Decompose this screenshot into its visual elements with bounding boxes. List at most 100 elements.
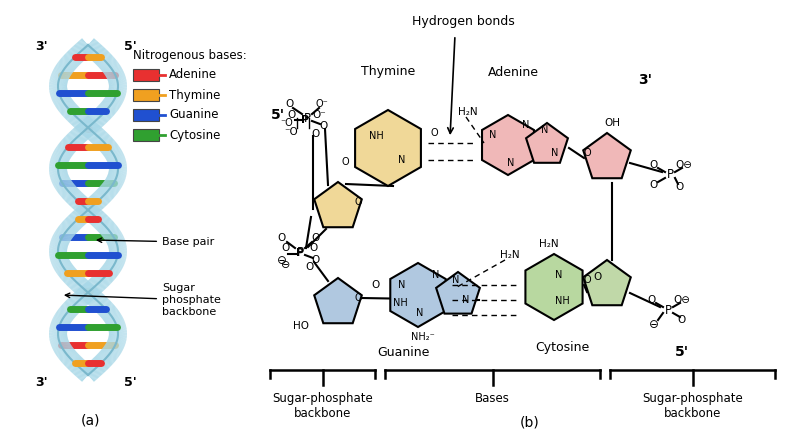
Polygon shape <box>436 272 480 314</box>
Polygon shape <box>71 111 84 125</box>
Polygon shape <box>74 113 86 127</box>
Polygon shape <box>74 361 86 375</box>
Polygon shape <box>106 260 122 269</box>
Polygon shape <box>66 354 79 367</box>
Polygon shape <box>107 154 124 162</box>
Polygon shape <box>105 345 120 355</box>
Polygon shape <box>108 174 125 182</box>
Polygon shape <box>108 339 125 346</box>
Polygon shape <box>93 296 106 309</box>
Polygon shape <box>66 272 80 286</box>
Polygon shape <box>50 243 67 248</box>
Polygon shape <box>70 275 83 289</box>
Polygon shape <box>102 267 115 279</box>
Polygon shape <box>93 214 106 227</box>
Polygon shape <box>73 278 86 292</box>
Polygon shape <box>87 281 100 295</box>
Polygon shape <box>66 272 79 285</box>
Polygon shape <box>106 151 122 161</box>
Polygon shape <box>104 63 119 74</box>
Polygon shape <box>107 175 124 182</box>
Polygon shape <box>99 352 113 365</box>
Polygon shape <box>314 182 362 227</box>
Polygon shape <box>50 171 67 175</box>
Polygon shape <box>106 94 123 103</box>
Text: ⁻O: ⁻O <box>281 118 294 128</box>
Polygon shape <box>86 289 99 303</box>
Polygon shape <box>75 209 87 223</box>
Text: Nitrogenous bases:: Nitrogenous bases: <box>133 49 246 62</box>
Polygon shape <box>50 247 67 250</box>
Polygon shape <box>109 87 127 89</box>
Polygon shape <box>109 82 126 85</box>
Polygon shape <box>109 165 127 168</box>
Polygon shape <box>94 133 108 146</box>
Polygon shape <box>88 208 101 223</box>
Polygon shape <box>54 95 70 105</box>
Polygon shape <box>62 57 76 69</box>
Polygon shape <box>98 138 112 150</box>
Text: O: O <box>287 110 295 120</box>
Polygon shape <box>50 329 67 332</box>
Text: O: O <box>306 262 314 272</box>
Polygon shape <box>52 92 69 100</box>
Polygon shape <box>79 40 92 54</box>
Polygon shape <box>53 153 69 161</box>
Text: Guanine: Guanine <box>169 108 218 122</box>
Polygon shape <box>104 181 119 192</box>
Polygon shape <box>75 197 88 211</box>
Polygon shape <box>109 329 126 332</box>
Polygon shape <box>68 133 82 146</box>
Polygon shape <box>106 66 121 76</box>
Polygon shape <box>105 312 120 322</box>
Polygon shape <box>59 265 74 277</box>
Polygon shape <box>73 128 86 142</box>
Text: O: O <box>372 280 380 290</box>
Polygon shape <box>62 103 76 115</box>
Polygon shape <box>102 183 117 195</box>
Polygon shape <box>82 285 94 299</box>
Polygon shape <box>94 356 108 370</box>
Polygon shape <box>106 315 122 325</box>
Polygon shape <box>49 86 67 88</box>
Polygon shape <box>109 79 126 83</box>
Polygon shape <box>98 189 111 202</box>
Polygon shape <box>100 57 114 69</box>
Polygon shape <box>94 49 106 62</box>
Polygon shape <box>60 102 74 114</box>
Polygon shape <box>107 70 123 79</box>
Polygon shape <box>105 262 120 273</box>
Polygon shape <box>109 88 127 90</box>
Polygon shape <box>106 95 122 105</box>
Text: ⁻O: ⁻O <box>284 127 298 137</box>
Polygon shape <box>78 124 90 138</box>
Polygon shape <box>49 169 67 171</box>
Polygon shape <box>99 352 114 364</box>
Polygon shape <box>82 367 95 381</box>
Polygon shape <box>49 250 67 251</box>
Polygon shape <box>108 322 126 329</box>
Polygon shape <box>109 335 126 338</box>
Polygon shape <box>78 283 91 297</box>
Polygon shape <box>106 67 122 77</box>
Polygon shape <box>97 107 110 120</box>
Polygon shape <box>58 309 73 321</box>
Polygon shape <box>72 129 85 143</box>
Polygon shape <box>62 303 77 316</box>
Polygon shape <box>107 93 124 101</box>
Polygon shape <box>90 113 103 127</box>
Polygon shape <box>82 38 94 53</box>
Polygon shape <box>66 217 80 230</box>
Polygon shape <box>69 297 82 311</box>
Polygon shape <box>93 193 106 206</box>
Polygon shape <box>53 318 70 326</box>
Polygon shape <box>90 361 102 375</box>
Polygon shape <box>49 251 67 252</box>
Polygon shape <box>71 130 84 144</box>
Polygon shape <box>104 227 118 239</box>
Polygon shape <box>109 337 126 342</box>
Polygon shape <box>66 52 80 65</box>
Polygon shape <box>75 115 88 129</box>
Polygon shape <box>50 171 67 174</box>
Polygon shape <box>107 92 125 100</box>
